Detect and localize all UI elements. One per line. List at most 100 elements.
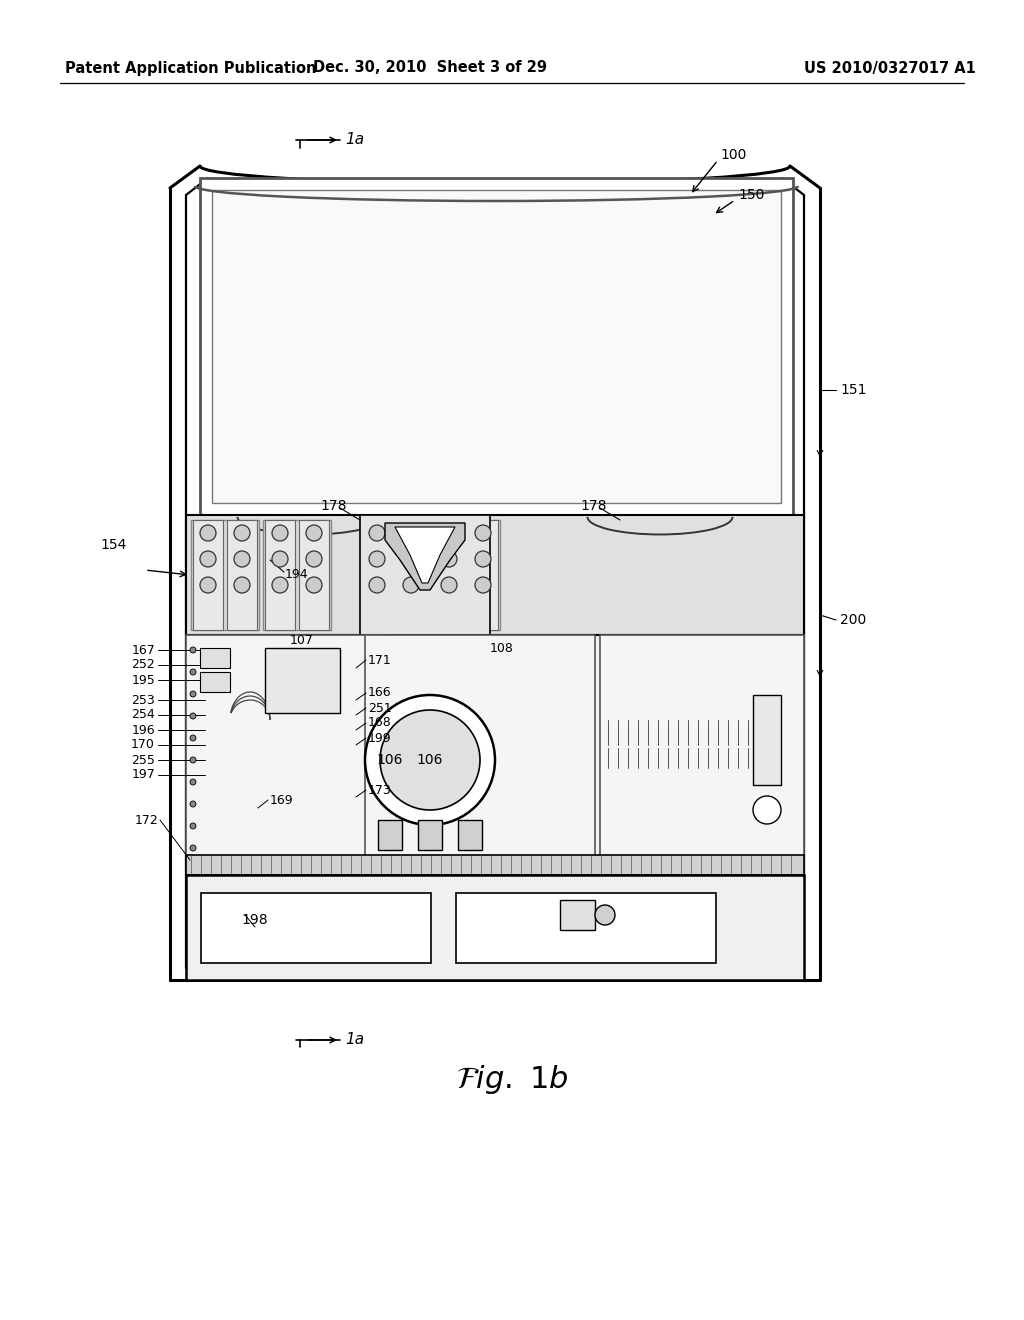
- Circle shape: [306, 577, 322, 593]
- Circle shape: [272, 525, 288, 541]
- Circle shape: [234, 577, 250, 593]
- Circle shape: [475, 525, 490, 541]
- Text: 178: 178: [319, 499, 346, 513]
- Circle shape: [190, 669, 196, 675]
- Circle shape: [369, 577, 385, 593]
- Text: 198: 198: [242, 913, 268, 927]
- Circle shape: [403, 577, 419, 593]
- Bar: [418, 820, 442, 850]
- Circle shape: [190, 713, 196, 719]
- Bar: [200, 672, 230, 692]
- Circle shape: [306, 550, 322, 568]
- Circle shape: [595, 906, 615, 925]
- Circle shape: [369, 550, 385, 568]
- Polygon shape: [385, 523, 465, 590]
- Text: 251: 251: [368, 701, 392, 714]
- Circle shape: [403, 550, 419, 568]
- Bar: [191, 520, 259, 630]
- Circle shape: [441, 525, 457, 541]
- Text: 195: 195: [131, 673, 155, 686]
- Bar: [186, 855, 804, 875]
- Text: US 2010/0327017 A1: US 2010/0327017 A1: [804, 61, 976, 75]
- Text: 252: 252: [131, 659, 155, 672]
- Text: Patent Application Publication: Patent Application Publication: [65, 61, 316, 75]
- Text: 106: 106: [417, 752, 443, 767]
- Bar: [299, 520, 329, 630]
- Circle shape: [190, 845, 196, 851]
- Circle shape: [234, 525, 250, 541]
- Circle shape: [369, 525, 385, 541]
- Bar: [193, 520, 223, 630]
- Bar: [362, 520, 392, 630]
- Text: $\mathcal{F}$$\mathit{ig.\ 1b}$: $\mathcal{F}$$\mathit{ig.\ 1b}$: [456, 1064, 568, 1097]
- Circle shape: [441, 550, 457, 568]
- Text: 196: 196: [131, 723, 155, 737]
- Text: Dec. 30, 2010  Sheet 3 of 29: Dec. 30, 2010 Sheet 3 of 29: [313, 61, 547, 75]
- Text: 170: 170: [131, 738, 155, 751]
- Bar: [360, 515, 490, 635]
- Circle shape: [753, 796, 781, 824]
- Circle shape: [475, 577, 490, 593]
- Bar: [600, 635, 804, 870]
- Circle shape: [380, 710, 480, 810]
- Text: 1a: 1a: [345, 132, 365, 148]
- Text: 178: 178: [580, 499, 606, 513]
- Text: 197: 197: [131, 768, 155, 781]
- Bar: [456, 894, 716, 964]
- Circle shape: [190, 690, 196, 697]
- Bar: [186, 635, 804, 870]
- Text: 108: 108: [490, 642, 514, 655]
- Circle shape: [272, 550, 288, 568]
- Circle shape: [475, 550, 490, 568]
- Circle shape: [190, 801, 196, 807]
- Circle shape: [190, 735, 196, 741]
- Bar: [468, 520, 498, 630]
- Bar: [365, 635, 595, 870]
- Text: 200: 200: [840, 612, 866, 627]
- Bar: [212, 190, 781, 503]
- Polygon shape: [395, 527, 455, 583]
- Text: 167: 167: [131, 644, 155, 656]
- Bar: [360, 520, 428, 630]
- Text: 154: 154: [100, 539, 126, 552]
- Text: 169: 169: [270, 793, 294, 807]
- Bar: [263, 520, 331, 630]
- Circle shape: [234, 550, 250, 568]
- Text: 107: 107: [290, 634, 314, 647]
- Circle shape: [200, 525, 216, 541]
- Bar: [458, 820, 482, 850]
- Text: 106: 106: [377, 752, 403, 767]
- Circle shape: [306, 525, 322, 541]
- Circle shape: [365, 696, 495, 825]
- Bar: [432, 520, 500, 630]
- Circle shape: [272, 577, 288, 593]
- Text: 255: 255: [131, 754, 155, 767]
- Text: 100: 100: [720, 148, 746, 162]
- Bar: [265, 520, 295, 630]
- Bar: [753, 696, 781, 785]
- Bar: [186, 635, 386, 870]
- Bar: [265, 648, 340, 713]
- Bar: [200, 648, 230, 668]
- Text: 151: 151: [840, 383, 866, 397]
- Bar: [227, 520, 257, 630]
- Text: 199: 199: [368, 731, 391, 744]
- Text: 1a: 1a: [345, 1032, 365, 1048]
- Text: 171: 171: [368, 653, 392, 667]
- Circle shape: [190, 756, 196, 763]
- Bar: [186, 875, 804, 979]
- Text: 150: 150: [738, 187, 764, 202]
- Bar: [434, 520, 464, 630]
- Circle shape: [190, 822, 196, 829]
- Text: 166: 166: [368, 686, 391, 700]
- Text: 254: 254: [131, 709, 155, 722]
- Bar: [201, 894, 431, 964]
- Circle shape: [200, 550, 216, 568]
- Bar: [200, 178, 793, 515]
- Text: 173: 173: [368, 784, 392, 796]
- Text: 168: 168: [368, 717, 392, 730]
- Text: 253: 253: [131, 693, 155, 706]
- Bar: [378, 820, 402, 850]
- Text: 172: 172: [134, 813, 158, 826]
- Circle shape: [403, 525, 419, 541]
